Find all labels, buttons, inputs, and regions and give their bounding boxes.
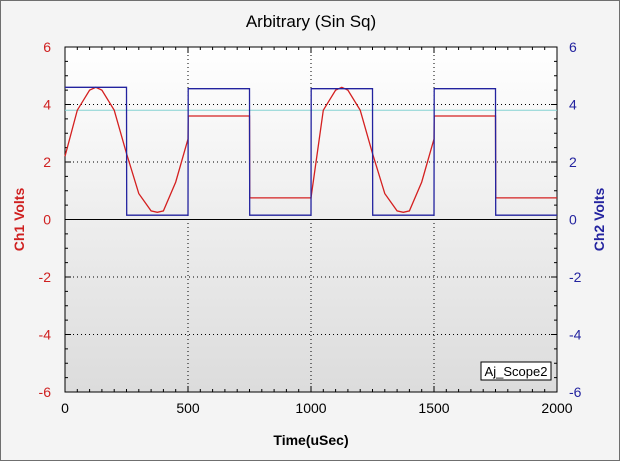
x-tick-label: 1000 (295, 400, 326, 416)
x-tick-label: 1500 (418, 400, 449, 416)
x-tick-label: 0 (61, 400, 69, 416)
y-left-tick-label: 4 (43, 97, 51, 113)
legend-box (480, 361, 552, 381)
y-left-tick-label: 6 (43, 39, 51, 55)
y-right-tick-label: 6 (569, 39, 577, 55)
y-right-tick-label: -4 (569, 327, 582, 343)
y-right-tick-label: 2 (569, 154, 577, 170)
legend-box-text: Aj_Scope2 (485, 364, 548, 379)
x-axis-title: Time(uSec) (273, 432, 348, 448)
y-left-axis-title: Ch1 Volts (11, 188, 27, 252)
y-left-tick-label: 2 (43, 154, 51, 170)
y-left-tick-label: -6 (39, 384, 52, 400)
y-right-tick-label: 4 (569, 97, 577, 113)
x-tick-label: 2000 (541, 400, 572, 416)
y-left-tick-label: 0 (43, 212, 51, 228)
y-left-tick-label: -4 (39, 327, 52, 343)
x-tick-label: 500 (176, 400, 200, 416)
y-right-tick-label: -2 (569, 269, 582, 285)
chart-title: Arbitrary (Sin Sq) (246, 12, 376, 31)
y-right-tick-label: 0 (569, 212, 577, 228)
y-right-tick-label: -6 (569, 384, 582, 400)
series-line-ch2 (65, 86, 557, 216)
y-right-axis-title: Ch2 Volts (591, 188, 607, 252)
y-left-tick-label: -2 (39, 269, 52, 285)
